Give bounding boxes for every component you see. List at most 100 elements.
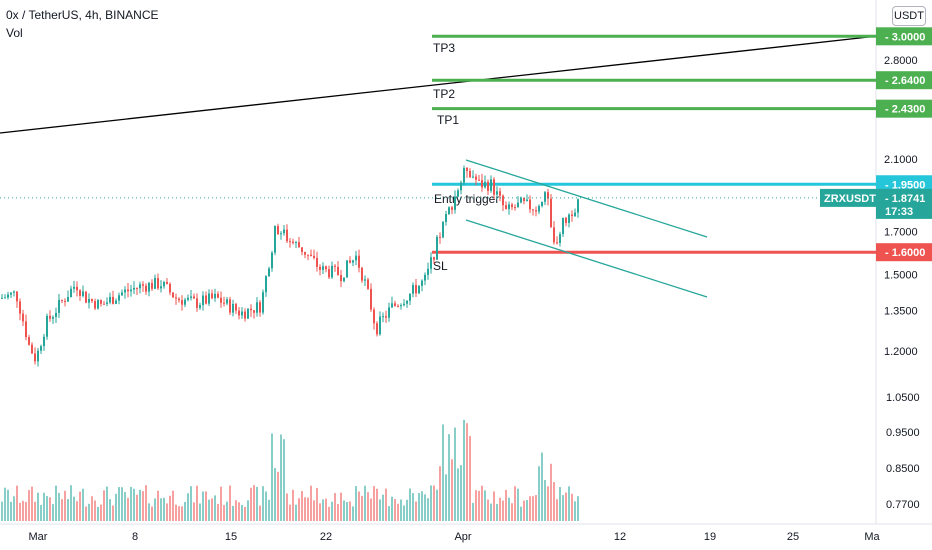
volume-bar [22, 500, 24, 521]
candle-body [25, 321, 27, 338]
volume-bar [31, 486, 33, 521]
candle-body [160, 286, 162, 289]
volume-bar [526, 500, 528, 521]
volume-bar [205, 491, 207, 521]
volume-bar [151, 506, 153, 521]
volume-bar [220, 486, 222, 521]
level-price-tag-text: - 1.9500 [885, 179, 925, 191]
volume-bar [172, 490, 174, 521]
volume-bar [550, 463, 552, 521]
candle-body [520, 197, 522, 203]
y-tick-label: 2.1000 [884, 154, 918, 166]
volume-bar [61, 499, 63, 521]
candle-body [385, 316, 387, 318]
candle-body [319, 266, 321, 270]
candle-body [292, 241, 294, 243]
candle-body [157, 278, 159, 289]
candle-body [577, 199, 579, 213]
candle-body [529, 199, 531, 210]
y-tick-label: 1.7000 [884, 226, 918, 238]
volume-bar [397, 503, 399, 521]
volume-bar [436, 489, 438, 521]
candle-body [7, 294, 9, 298]
volume-bar [250, 487, 252, 521]
volume-bar [130, 486, 132, 521]
candle-body [427, 268, 429, 275]
volume-bar [112, 505, 114, 521]
candle-body [469, 170, 471, 178]
candle-body [304, 251, 306, 255]
volume-bar [424, 494, 426, 521]
volume-bar [148, 503, 150, 521]
candle-body [535, 210, 537, 212]
volume-bar [262, 486, 264, 521]
candle-body [115, 300, 117, 304]
volume-bar [472, 502, 474, 521]
candle-body [196, 298, 198, 308]
volume-bar [502, 500, 504, 521]
volume-bar [241, 504, 243, 521]
volume-bar [517, 488, 519, 521]
volume-bar [49, 497, 51, 521]
candle-body [547, 192, 549, 199]
volume-bar [127, 497, 129, 521]
symbol-tag-text: ZRXUSDT [824, 193, 876, 205]
volume-bar [94, 500, 96, 521]
volume-bar [328, 506, 330, 521]
candle-body [142, 284, 144, 286]
level-price-tag [876, 99, 932, 118]
candle-body [154, 278, 156, 289]
volume-bar [103, 490, 105, 521]
volume-bar [406, 499, 408, 521]
candle-body [568, 214, 570, 223]
volume-bar [316, 487, 318, 521]
x-tick-label: 22 [320, 531, 332, 543]
candle-body [481, 180, 483, 188]
candle-body [193, 296, 195, 299]
volume-bar [454, 427, 456, 521]
volume-bar [352, 506, 354, 521]
candle-body [544, 192, 546, 202]
candle-body [67, 297, 69, 302]
volume-bar [376, 488, 378, 521]
candle-body [460, 182, 462, 191]
volume-bar [439, 466, 441, 521]
candle-body [265, 276, 267, 293]
level-price-tag-text: - 3.0000 [885, 31, 925, 43]
volume-bar [442, 424, 444, 521]
volume-bar [355, 486, 357, 521]
volume-bar [415, 501, 417, 521]
x-tick-label: 25 [787, 531, 799, 543]
candle-body [253, 310, 255, 313]
symbol-tag [820, 188, 876, 207]
volume-bar [301, 491, 303, 521]
volume-bar [244, 506, 246, 521]
x-tick-label: 8 [132, 531, 138, 543]
volume-bar [448, 434, 450, 521]
candle-body [436, 236, 438, 260]
candle-body [130, 289, 132, 292]
volume-bar [373, 486, 375, 521]
volume-bar [223, 505, 225, 521]
level-price-tag [876, 175, 932, 194]
candle-body [295, 242, 297, 244]
candle-body [280, 233, 282, 235]
candle-body [472, 176, 474, 178]
candle-body [58, 299, 60, 313]
currency-unit-button[interactable]: USDT [892, 6, 926, 26]
volume-bar [478, 490, 480, 521]
candle-body [232, 303, 234, 313]
y-tick-label: 1.5000 [884, 269, 918, 281]
y-tick-label: 0.9500 [886, 427, 920, 439]
volume-bar [457, 468, 459, 521]
candle-body [463, 167, 465, 183]
volume-label: Vol [6, 26, 23, 40]
candle-body [172, 292, 174, 298]
candle-body [214, 293, 216, 299]
volume-bar [499, 497, 501, 521]
volume-bar [505, 489, 507, 521]
volume-bar [298, 498, 300, 521]
candle-body [400, 305, 402, 307]
candle-body [244, 311, 246, 319]
